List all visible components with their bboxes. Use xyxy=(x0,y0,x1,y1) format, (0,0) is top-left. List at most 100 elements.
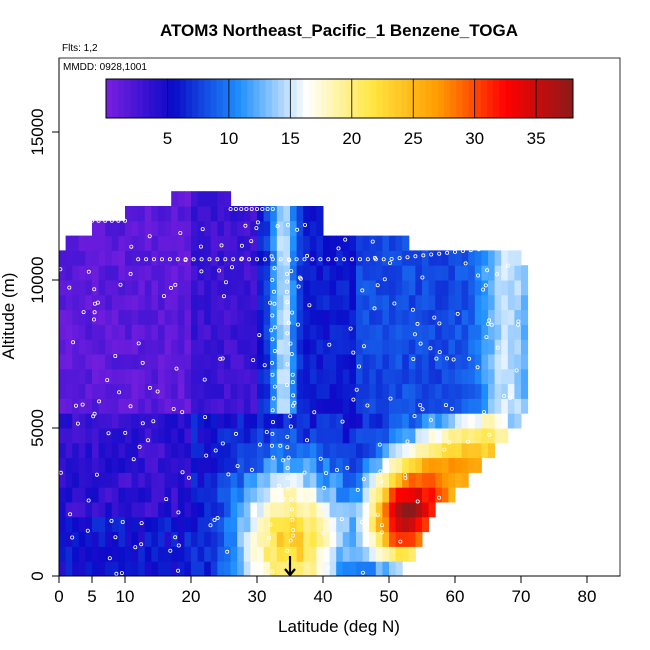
observation-point xyxy=(251,358,256,363)
observation-point xyxy=(380,523,385,528)
heatmap-cell xyxy=(481,442,489,459)
heatmap-cell xyxy=(92,457,100,473)
heatmap-cell xyxy=(184,531,192,547)
heatmap-cell xyxy=(118,309,126,325)
heatmap-cell xyxy=(481,265,489,281)
heatmap-cell xyxy=(230,206,238,222)
heatmap-cell xyxy=(164,309,172,325)
heatmap-cell xyxy=(98,487,106,503)
heatmap-cell xyxy=(296,472,304,488)
heatmap-cell xyxy=(151,235,159,251)
heatmap-cell xyxy=(204,398,212,414)
heatmap-cell xyxy=(408,383,416,399)
heatmap-cell xyxy=(349,502,357,518)
observation-point xyxy=(460,248,465,253)
heatmap-cell xyxy=(323,324,331,340)
heatmap-cell xyxy=(514,383,522,399)
observation-point xyxy=(318,456,323,461)
heatmap-cell xyxy=(501,250,509,266)
heatmap-cell xyxy=(158,324,166,340)
heatmap-cell xyxy=(250,516,258,533)
heatmap-cell xyxy=(197,294,205,311)
heatmap-cell xyxy=(144,250,152,266)
heatmap-cell xyxy=(415,428,423,444)
heatmap-cell xyxy=(488,398,496,414)
heatmap-cell xyxy=(105,294,113,311)
heatmap-cell xyxy=(375,487,383,503)
heatmap-cell xyxy=(204,561,212,577)
heatmap-cell xyxy=(422,428,430,444)
heatmap-cell xyxy=(369,398,377,414)
heatmap-cell xyxy=(382,428,390,444)
heatmap-cell xyxy=(408,457,416,473)
heatmap-cell xyxy=(270,324,278,340)
heatmap-cell xyxy=(349,354,357,370)
heatmap-cell xyxy=(514,368,522,385)
observation-point xyxy=(175,257,180,262)
heatmap-cell xyxy=(342,502,350,518)
heatmap-cell xyxy=(303,546,311,562)
heatmap-cell xyxy=(336,265,344,281)
heatmap-cell xyxy=(164,531,172,547)
heatmap-cell xyxy=(210,368,218,385)
heatmap-cell xyxy=(171,309,179,325)
observation-point xyxy=(270,431,275,436)
heatmap-cell xyxy=(144,368,152,385)
heatmap-cell xyxy=(290,457,298,473)
heatmap-cell xyxy=(184,324,192,340)
heatmap-cell xyxy=(224,413,232,429)
heatmap-cell xyxy=(210,531,218,547)
heatmap-cell xyxy=(263,265,271,281)
heatmap-cell xyxy=(72,428,80,444)
heatmap-cell xyxy=(408,516,416,533)
heatmap-cell xyxy=(448,265,456,281)
heatmap-cell xyxy=(111,339,119,355)
heatmap-cell xyxy=(342,354,350,370)
heatmap-cell xyxy=(263,457,271,473)
heatmap-cell xyxy=(514,339,522,355)
heatmap-cell xyxy=(514,413,522,429)
heatmap-cell xyxy=(230,235,238,251)
heatmap-cell xyxy=(59,487,67,503)
heatmap-cell xyxy=(441,383,449,399)
heatmap-cell xyxy=(283,220,291,237)
heatmap-cell xyxy=(309,280,317,296)
heatmap-cell xyxy=(144,472,152,488)
heatmap-cell xyxy=(494,354,502,370)
observation-point xyxy=(476,273,481,278)
heatmap-cell xyxy=(191,546,199,562)
heatmap-cell xyxy=(177,206,185,222)
observation-point xyxy=(92,411,97,416)
heatmap-cell xyxy=(171,383,179,399)
heatmap-cell xyxy=(283,457,291,473)
heatmap-cell xyxy=(230,413,238,429)
colorbar-swatch xyxy=(308,79,316,118)
heatmap-cell xyxy=(78,546,86,562)
heatmap-cell xyxy=(263,206,271,222)
heatmap-cell xyxy=(78,487,86,503)
heatmap-cell xyxy=(356,398,364,414)
observation-point xyxy=(233,206,238,211)
heatmap-cell xyxy=(184,191,192,207)
observation-point xyxy=(508,395,513,400)
heatmap-cell xyxy=(323,354,331,370)
heatmap-cell xyxy=(177,428,185,444)
heatmap-cell xyxy=(197,502,205,518)
heatmap-cell xyxy=(468,280,476,296)
heatmap-cell xyxy=(422,413,430,429)
observation-point xyxy=(432,315,437,320)
heatmap-cell xyxy=(250,294,258,311)
heatmap-cell xyxy=(78,250,86,266)
heatmap-cell xyxy=(118,235,126,251)
heatmap-cell xyxy=(422,487,430,503)
heatmap-cell xyxy=(375,309,383,325)
heatmap-cell xyxy=(131,413,139,429)
heatmap-cell xyxy=(428,457,436,473)
observation-point xyxy=(147,234,152,239)
heatmap-cell xyxy=(158,472,166,488)
heatmap-cell xyxy=(296,398,304,414)
heatmap-cell xyxy=(283,280,291,296)
heatmap-cell xyxy=(395,457,403,473)
heatmap-cell xyxy=(197,546,205,562)
heatmap-cell xyxy=(349,368,357,385)
